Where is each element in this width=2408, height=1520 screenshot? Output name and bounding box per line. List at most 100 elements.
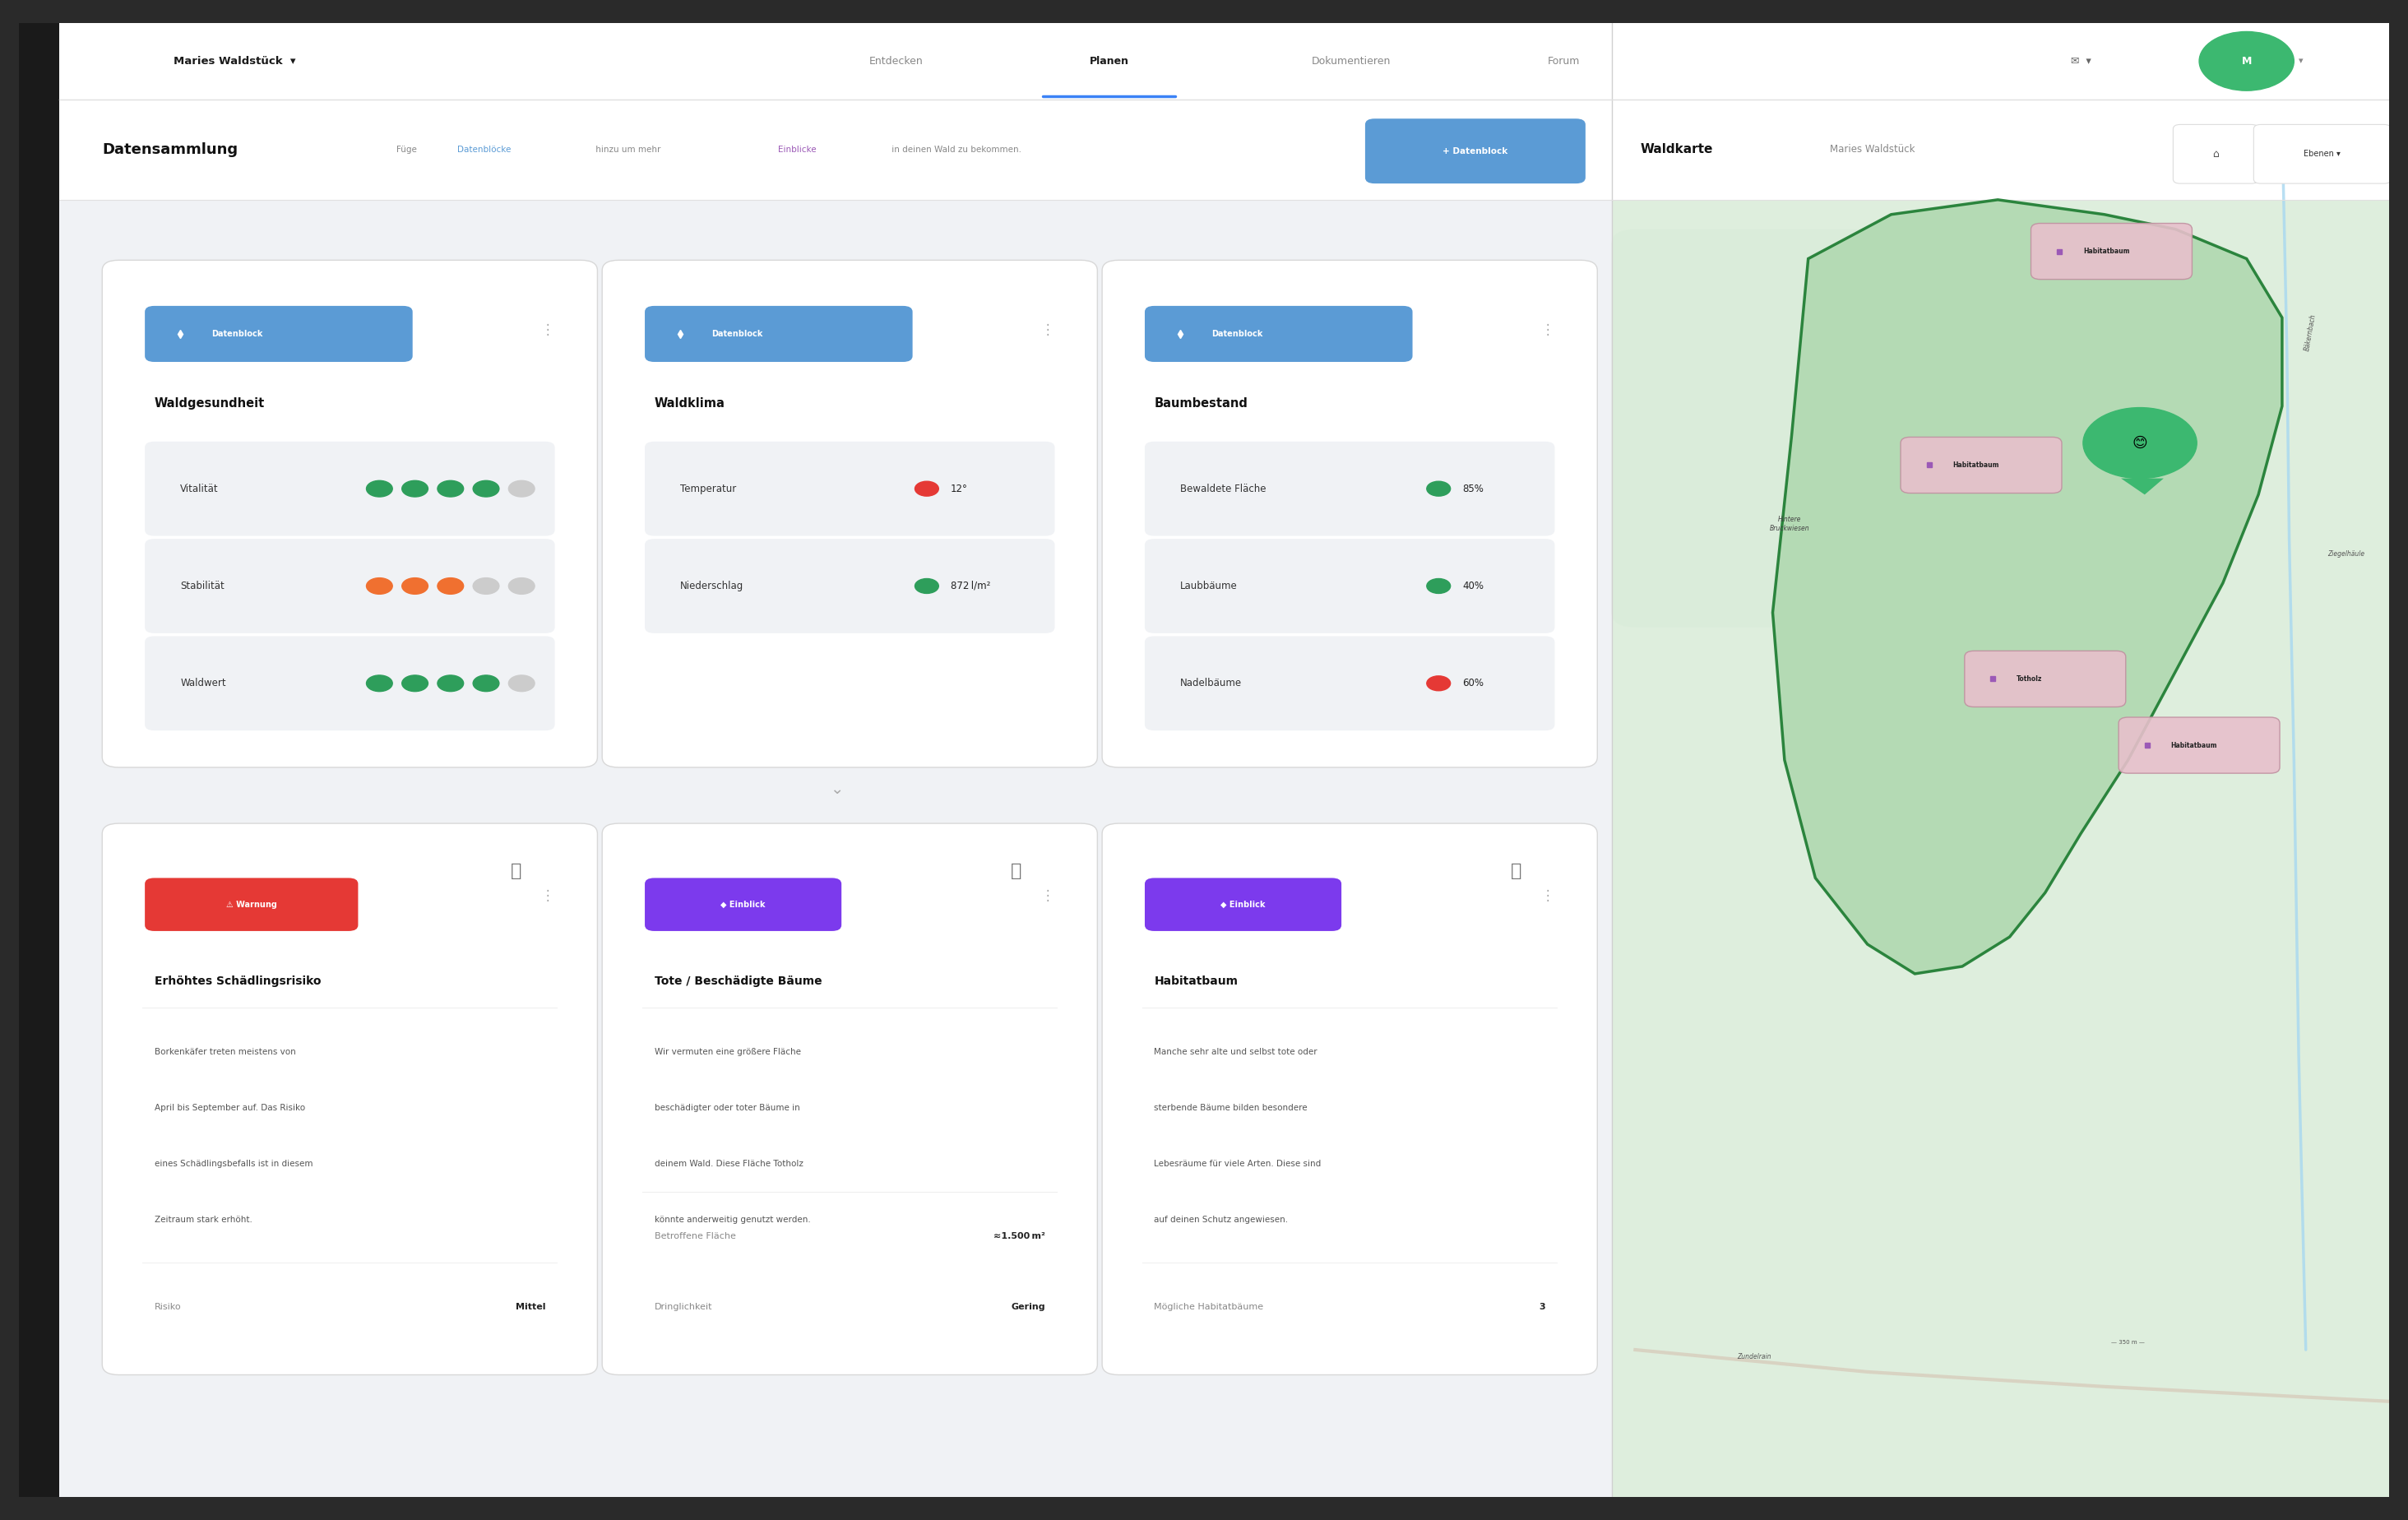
FancyBboxPatch shape: [144, 306, 412, 362]
Text: Entdecken: Entdecken: [869, 56, 922, 67]
Text: Totholz: Totholz: [2018, 675, 2042, 682]
Text: ✉  ▾: ✉ ▾: [2071, 56, 2090, 67]
Text: Laubbäume: Laubbäume: [1180, 581, 1238, 591]
Circle shape: [472, 480, 498, 497]
Circle shape: [1426, 579, 1450, 593]
Text: auf deinen Schutz angewiesen.: auf deinen Schutz angewiesen.: [1153, 1216, 1288, 1224]
FancyBboxPatch shape: [144, 540, 554, 634]
Circle shape: [472, 675, 498, 692]
Circle shape: [402, 578, 429, 594]
Text: könnte anderweitig genutzt werden.: könnte anderweitig genutzt werden.: [655, 1216, 811, 1224]
Bar: [60, 99, 1611, 199]
Text: ⌂: ⌂: [2213, 149, 2220, 160]
Text: Waldkarte: Waldkarte: [1640, 143, 1712, 155]
Text: Planen: Planen: [1088, 56, 1129, 67]
Text: Vitalität: Vitalität: [181, 483, 219, 494]
FancyBboxPatch shape: [645, 441, 1055, 537]
Circle shape: [438, 578, 462, 594]
Text: in deinen Wald zu bekommen.: in deinen Wald zu bekommen.: [889, 146, 1021, 154]
Bar: [60, 199, 1611, 1497]
Text: 😊: 😊: [2131, 436, 2148, 450]
Text: 872 l/m²: 872 l/m²: [951, 581, 990, 591]
Text: Ziegelhäule: Ziegelhäule: [2329, 550, 2365, 558]
Text: Forum: Forum: [1548, 56, 1580, 67]
Text: + Datenblock: + Datenblock: [1442, 147, 1507, 155]
Text: ≈1.500 m²: ≈1.500 m²: [995, 1233, 1045, 1240]
Text: Mittel: Mittel: [515, 1303, 544, 1312]
FancyBboxPatch shape: [1365, 119, 1584, 184]
Text: Habitatbaum: Habitatbaum: [2083, 248, 2129, 255]
FancyBboxPatch shape: [1103, 824, 1597, 1374]
Bar: [1611, 199, 2389, 1497]
Text: eines Schädlingsbefalls ist in diesem: eines Schädlingsbefalls ist in diesem: [154, 1160, 313, 1167]
Text: ⋮: ⋮: [1040, 888, 1055, 903]
Text: sterbende Bäume bilden besondere: sterbende Bäume bilden besondere: [1153, 1104, 1308, 1113]
Circle shape: [2083, 407, 2196, 479]
Circle shape: [366, 480, 393, 497]
Text: Maries Waldstück  ▾: Maries Waldstück ▾: [173, 56, 296, 67]
Text: Datenblöcke: Datenblöcke: [458, 146, 510, 154]
Text: Hintere
Bruckwiesen: Hintere Bruckwiesen: [1770, 515, 1808, 532]
FancyBboxPatch shape: [2254, 125, 2391, 184]
Circle shape: [472, 578, 498, 594]
Text: 🦫: 🦫: [510, 863, 523, 880]
FancyBboxPatch shape: [1144, 879, 1341, 932]
Text: ▾: ▾: [2300, 58, 2304, 65]
Circle shape: [438, 480, 462, 497]
Text: Dokumentieren: Dokumentieren: [1312, 56, 1389, 67]
Text: Zeitraum stark erhöht.: Zeitraum stark erhöht.: [154, 1216, 253, 1224]
FancyBboxPatch shape: [144, 441, 554, 537]
Text: Ebenen ▾: Ebenen ▾: [2304, 150, 2341, 158]
Text: Habitatbaum: Habitatbaum: [1153, 976, 1238, 986]
Text: Waldklima: Waldklima: [655, 397, 725, 409]
Circle shape: [508, 480, 535, 497]
FancyBboxPatch shape: [645, 306, 913, 362]
Text: 🦫: 🦫: [1510, 863, 1522, 880]
FancyBboxPatch shape: [1144, 306, 1413, 362]
Text: Manche sehr alte und selbst tote oder: Manche sehr alte und selbst tote oder: [1153, 1047, 1317, 1056]
Text: 60%: 60%: [1462, 678, 1483, 689]
Text: Einblicke: Einblicke: [778, 146, 816, 154]
FancyBboxPatch shape: [1965, 651, 2126, 707]
Text: Maries Waldstück: Maries Waldstück: [1830, 144, 1914, 155]
Text: ⋮: ⋮: [1541, 888, 1556, 903]
FancyBboxPatch shape: [602, 824, 1098, 1374]
Text: Bewaldete Fläche: Bewaldete Fläche: [1180, 483, 1267, 494]
Circle shape: [915, 579, 939, 593]
Text: Nadelbäume: Nadelbäume: [1180, 678, 1243, 689]
Bar: [1611, 23, 2389, 199]
Circle shape: [438, 675, 462, 692]
FancyBboxPatch shape: [1144, 441, 1556, 537]
Text: — 350 m —: — 350 m —: [2112, 1341, 2146, 1345]
Text: Waldwert: Waldwert: [181, 678, 226, 689]
Bar: [19, 23, 60, 1497]
FancyBboxPatch shape: [645, 540, 1055, 634]
Text: Wir vermuten eine größere Fläche: Wir vermuten eine größere Fläche: [655, 1047, 802, 1056]
Text: Tote / Beschädigte Bäume: Tote / Beschädigte Bäume: [655, 976, 821, 986]
Text: Habitatbaum: Habitatbaum: [2170, 742, 2218, 749]
Text: Waldgesundheit: Waldgesundheit: [154, 397, 265, 409]
Text: ⋮: ⋮: [1541, 322, 1556, 337]
Circle shape: [402, 675, 429, 692]
Circle shape: [1426, 676, 1450, 690]
Bar: [60, 23, 2389, 99]
Text: Zundelrain: Zundelrain: [1736, 1353, 1770, 1360]
Circle shape: [366, 578, 393, 594]
Circle shape: [1426, 482, 1450, 496]
FancyBboxPatch shape: [2172, 125, 2259, 184]
Text: Niederschlag: Niederschlag: [681, 581, 744, 591]
Text: Betroffene Fläche: Betroffene Fläche: [655, 1233, 734, 1240]
Circle shape: [402, 480, 429, 497]
Circle shape: [915, 482, 939, 496]
Text: Baumbestand: Baumbestand: [1153, 397, 1247, 409]
Text: Lebesräume für viele Arten. Diese sind: Lebesräume für viele Arten. Diese sind: [1153, 1160, 1322, 1167]
FancyBboxPatch shape: [602, 260, 1098, 768]
Text: ◆ Einblick: ◆ Einblick: [1221, 900, 1267, 909]
Text: 85%: 85%: [1462, 483, 1483, 494]
FancyBboxPatch shape: [1144, 637, 1556, 731]
Text: 12°: 12°: [951, 483, 968, 494]
FancyBboxPatch shape: [645, 879, 840, 932]
Text: Datenblock: Datenblock: [710, 330, 763, 337]
FancyBboxPatch shape: [101, 260, 597, 768]
Circle shape: [2199, 32, 2295, 91]
